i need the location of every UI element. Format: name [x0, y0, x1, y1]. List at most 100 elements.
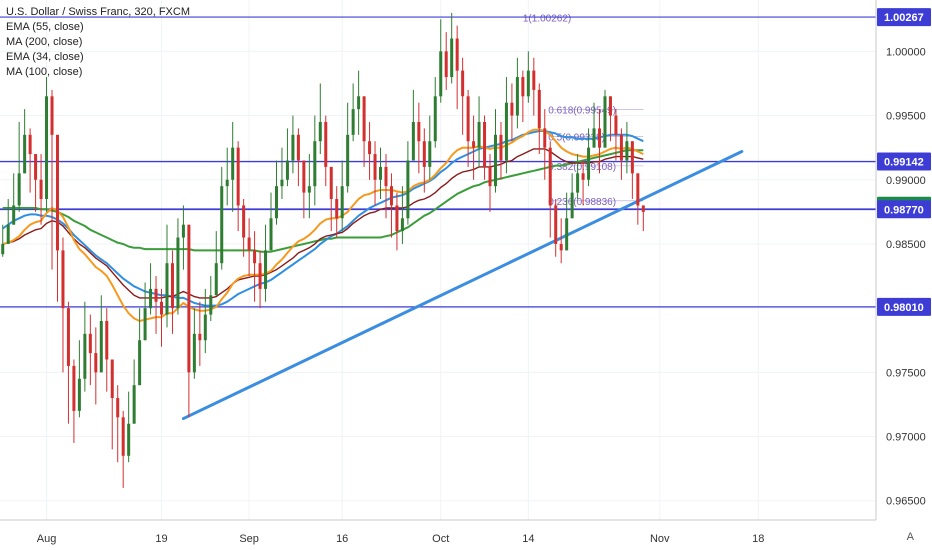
candle-body [66, 308, 70, 366]
candle [105, 308, 109, 392]
candle-body [439, 51, 443, 97]
candle [94, 327, 98, 405]
candle [170, 250, 174, 334]
candle [532, 57, 536, 116]
candle-body [203, 314, 207, 341]
candle [132, 359, 136, 424]
candle-body [187, 224, 191, 373]
time-tick-label: Oct [432, 533, 449, 545]
candle-body [116, 398, 120, 418]
candle [83, 301, 87, 392]
indicator-ema55[interactable]: EMA (55, close) [6, 21, 84, 33]
candle-body [302, 160, 306, 193]
candle [165, 224, 169, 328]
candle [526, 51, 530, 103]
candle-body [373, 154, 377, 180]
candle [379, 147, 383, 200]
fib-level-label: 0.236(0.98836) [548, 197, 616, 208]
candle [641, 205, 645, 232]
candle [149, 263, 153, 315]
candle-body [192, 333, 196, 373]
candle-body [422, 141, 426, 167]
candle-body [581, 173, 585, 180]
moving-averages [2, 128, 644, 322]
candle [231, 121, 235, 212]
candle-body [406, 160, 410, 219]
auto-scale-button[interactable]: A [906, 531, 914, 543]
candle [548, 141, 552, 238]
candle [88, 314, 92, 386]
candle-body [28, 134, 32, 155]
candle-body [94, 353, 98, 373]
price-tick-label: 0.98500 [886, 239, 926, 251]
candle-body [17, 173, 21, 206]
candle-body [335, 199, 339, 219]
candle [302, 160, 306, 219]
candle-body [77, 378, 81, 411]
candle [274, 160, 278, 225]
candle [258, 250, 262, 309]
price-tick-label: 0.97000 [886, 432, 926, 444]
candle [373, 141, 377, 206]
candle-body [99, 320, 103, 373]
candle [313, 115, 317, 206]
candle [521, 70, 525, 122]
candle [236, 141, 240, 232]
price-axis[interactable]: 1.000000.995000.990000.985000.980000.975… [875, 0, 932, 550]
candle-body [324, 121, 328, 167]
candle-body [417, 121, 421, 142]
candle [351, 83, 355, 142]
candle-body [253, 250, 257, 264]
price-tag: 0.99142 [877, 152, 931, 171]
horizontal-levels[interactable] [0, 16, 876, 308]
candle [280, 147, 284, 200]
candle-body [450, 38, 454, 78]
price-tag: 1.00267 [877, 8, 931, 27]
candle-body [444, 51, 448, 78]
candle-body [521, 77, 525, 97]
candle-body [307, 186, 311, 193]
candlesticks [1, 12, 645, 488]
indicator-ma200[interactable]: MA (200, close) [6, 36, 83, 48]
indicator-ma100[interactable]: MA (100, close) [6, 66, 83, 78]
candle-body [318, 121, 322, 142]
time-tick-label: Aug [37, 533, 57, 545]
candle-body [395, 205, 399, 232]
candle [406, 141, 410, 225]
candle-body [576, 173, 580, 193]
candle-body [154, 288, 158, 302]
symbol-title: U.S. Dollar / Swiss Franc, 320, FXCM [6, 6, 190, 18]
candle-body [6, 224, 10, 244]
candle-body [165, 263, 169, 315]
candle-body [357, 96, 361, 110]
candle-body [264, 250, 268, 289]
price-tag: 0.98770 [877, 200, 931, 219]
candle-body [176, 237, 180, 309]
candle [6, 199, 10, 244]
candle [559, 218, 563, 264]
ema55-line [2, 148, 644, 299]
candle [154, 276, 158, 334]
candle [269, 192, 273, 251]
candle [220, 166, 224, 270]
candle [72, 359, 76, 443]
trendline[interactable] [181, 150, 744, 421]
candle-body [39, 179, 43, 200]
candle-body [499, 134, 503, 161]
candle-body [483, 121, 487, 167]
candle [417, 102, 421, 174]
candle-body [231, 147, 235, 180]
candle-body [247, 237, 251, 251]
time-tick-label: 16 [336, 533, 348, 545]
price-tag-background [877, 297, 931, 316]
time-tick-label: Nov [650, 533, 670, 545]
candle-body [389, 186, 393, 206]
candle [444, 32, 448, 90]
candle-body [565, 218, 569, 251]
price-tag: 0.98010 [877, 297, 931, 316]
indicator-ema34[interactable]: EMA (34, close) [6, 51, 84, 63]
candle-body [526, 70, 530, 97]
candle-body [548, 147, 552, 206]
time-axis[interactable]: Aug 19 Sep 16 Oct 14 Nov 18 [0, 519, 876, 545]
